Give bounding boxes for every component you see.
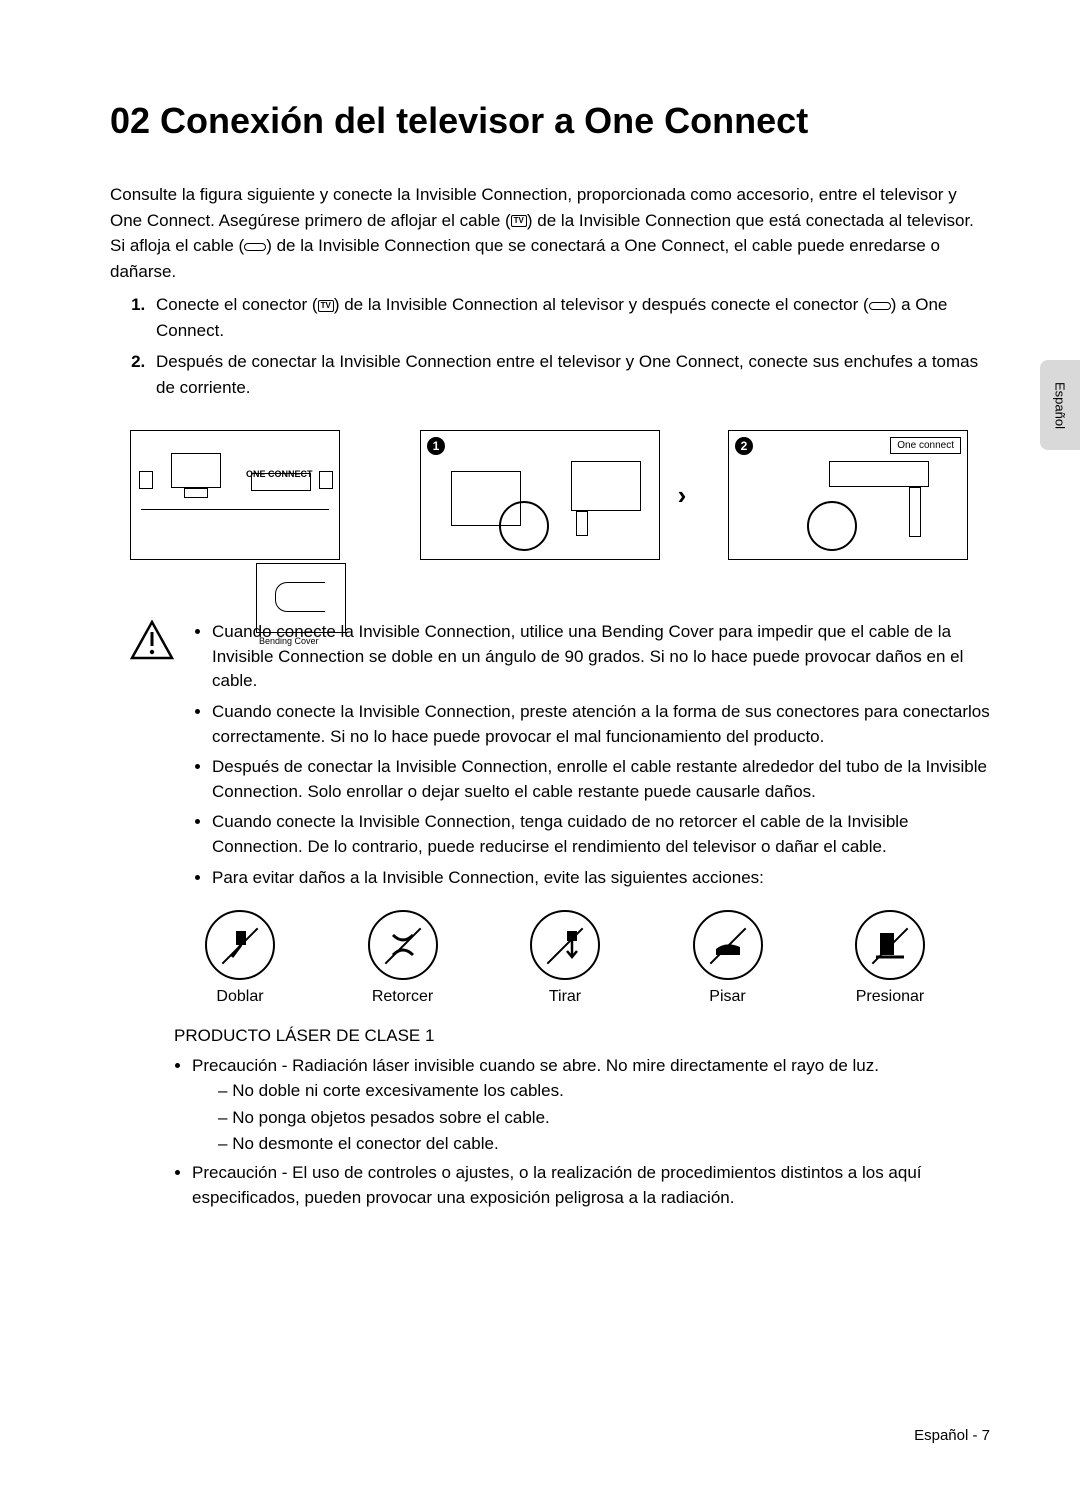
step-badge-1: 1 xyxy=(427,437,445,455)
step-list: Conecte el conector (TV) de la Invisible… xyxy=(140,292,990,400)
warning-list: Cuando conecte la Invisible Connection, … xyxy=(212,620,990,896)
avoid-twist: Retorcer xyxy=(343,910,463,1006)
intro-paragraph: Consulte la figura siguiente y conecte l… xyxy=(110,182,990,284)
avoid-actions-row: Doblar Retorcer Tirar Pisar Presionar xyxy=(180,910,950,1006)
step-badge-2: 2 xyxy=(735,437,753,455)
avoid-pull: Tirar xyxy=(505,910,625,1006)
prohibit-icon xyxy=(693,910,763,980)
diagram-step2-box: 2 One connect xyxy=(728,430,968,560)
step-1: Conecte el conector (TV) de la Invisible… xyxy=(150,292,990,343)
avoid-label: Doblar xyxy=(180,988,300,1006)
warning-block: Cuando conecte la Invisible Connection, … xyxy=(130,620,990,896)
warning-item: Cuando conecte la Invisible Connection, … xyxy=(212,700,990,749)
language-side-tab: Español xyxy=(1040,360,1080,450)
prohibit-icon xyxy=(205,910,275,980)
avoid-label: Pisar xyxy=(668,988,788,1006)
one-connect-box-label: One connect xyxy=(890,437,961,454)
laser-sub-item: No doble ni corte excesivamente los cabl… xyxy=(218,1079,990,1104)
laser-sub-item: No desmonte el conector del cable. xyxy=(218,1132,990,1157)
language-tab-label: Español xyxy=(1053,382,1068,429)
slot-connector-icon xyxy=(244,243,266,251)
warning-item: Para evitar daños a la Invisible Connect… xyxy=(212,866,990,891)
arrow-icon: › xyxy=(670,430,694,560)
section-heading: 02 Conexión del televisor a One Connect xyxy=(110,100,990,142)
step-2: Después de conectar la Invisible Connect… xyxy=(150,349,990,400)
warning-icon xyxy=(130,620,174,660)
laser-heading: PRODUCTO LÁSER DE CLASE 1 xyxy=(174,1026,990,1046)
laser-caution-item: Precaución - El uso de controles o ajust… xyxy=(192,1161,990,1210)
bending-cover-label: Bending Cover xyxy=(259,636,319,646)
avoid-step: Pisar xyxy=(668,910,788,1006)
slot-connector-icon xyxy=(869,302,891,310)
avoid-label: Tirar xyxy=(505,988,625,1006)
tv-connector-icon: TV xyxy=(511,215,527,227)
page-footer: Español - 7 xyxy=(914,1427,990,1444)
bending-cover-diagram xyxy=(256,563,346,633)
warning-item: Después de conectar la Invisible Connect… xyxy=(212,755,990,804)
prohibit-icon xyxy=(530,910,600,980)
laser-caution-item: Precaución - Radiación láser invisible c… xyxy=(192,1054,990,1157)
laser-caution-list: Precaución - Radiación láser invisible c… xyxy=(192,1054,990,1210)
avoid-press: Presionar xyxy=(830,910,950,1006)
laser-sub-list: No doble ni corte excesivamente los cabl… xyxy=(218,1079,990,1157)
connection-diagram: ONE CONNECT Bending Cover 1 › 2 One conn… xyxy=(130,430,990,560)
avoid-label: Retorcer xyxy=(343,988,463,1006)
diagram-step1-box: 1 xyxy=(420,430,660,560)
laser-sub-item: No ponga objetos pesados sobre el cable. xyxy=(218,1106,990,1131)
prohibit-icon xyxy=(368,910,438,980)
diagram-overview-box: ONE CONNECT Bending Cover xyxy=(130,430,340,560)
avoid-bend: Doblar xyxy=(180,910,300,1006)
prohibit-icon xyxy=(855,910,925,980)
avoid-label: Presionar xyxy=(830,988,950,1006)
one-connect-label: ONE CONNECT xyxy=(246,469,313,479)
tv-connector-icon: TV xyxy=(318,300,334,312)
warning-item: Cuando conecte la Invisible Connection, … xyxy=(212,810,990,859)
